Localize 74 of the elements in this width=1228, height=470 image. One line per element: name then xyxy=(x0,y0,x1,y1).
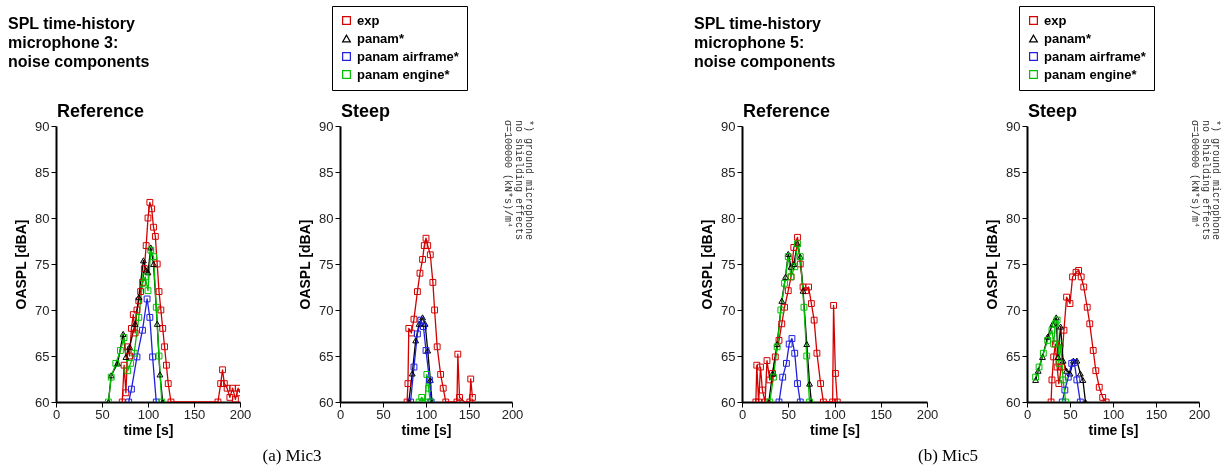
x-axis-title: time [s] xyxy=(123,421,174,438)
y-tick-label: 80 xyxy=(1006,210,1021,226)
y-tick-label: 60 xyxy=(319,394,334,410)
y-tick-label: 85 xyxy=(35,164,50,180)
y-tick-label: 90 xyxy=(721,118,736,134)
y-tick-label: 60 xyxy=(1006,394,1021,410)
x-tick-label: 200 xyxy=(916,406,939,422)
x-tick-label: 150 xyxy=(1145,406,1168,422)
x-tick-label: 200 xyxy=(501,406,524,422)
y-tick-label: 75 xyxy=(319,256,334,272)
y-tick-label: 70 xyxy=(1006,302,1021,318)
y-axis-title: OASPL [dBA] xyxy=(984,219,1001,310)
x-tick-label: 200 xyxy=(1188,406,1211,422)
x-tick-label: 50 xyxy=(781,406,796,422)
x-axis-title: time [s] xyxy=(401,421,452,438)
x-tick-label: 0 xyxy=(52,406,61,422)
legend-label: panam airframe* xyxy=(357,48,460,64)
y-axis-title: OASPL [dBA] xyxy=(13,219,30,310)
y-tick-label: 65 xyxy=(721,348,736,364)
y-tick-label: 80 xyxy=(319,210,334,226)
x-tick-label: 0 xyxy=(336,406,345,422)
y-tick-label: 65 xyxy=(319,348,334,364)
y-tick-label: 75 xyxy=(35,256,50,272)
y-tick-label: 75 xyxy=(1006,256,1021,272)
x-axis-title: time [s] xyxy=(1088,421,1139,438)
chart-title: Steep xyxy=(1028,101,1078,121)
x-tick-label: 100 xyxy=(824,406,846,422)
legend-label: panam engine* xyxy=(1044,66,1138,82)
text: (b) Mic5 xyxy=(918,446,978,465)
x-tick-label: 200 xyxy=(229,406,252,422)
y-tick-label: 60 xyxy=(721,394,736,410)
y-tick-label: 65 xyxy=(35,348,50,364)
chart-title: Reference xyxy=(57,101,145,121)
y-tick-label: 70 xyxy=(35,302,50,318)
x-tick-label: 50 xyxy=(1063,406,1078,422)
x-tick-label: 0 xyxy=(1023,406,1032,422)
y-tick-label: 90 xyxy=(319,118,334,134)
chart-title: Steep xyxy=(341,101,391,121)
x-tick-label: 100 xyxy=(137,406,160,422)
annotation: *) ground microphone no shielding effects σ=100000 (kN*s)/m⁴ xyxy=(1189,120,1221,241)
x-tick-label: 100 xyxy=(415,406,438,422)
x-tick-label: 0 xyxy=(738,406,747,422)
y-tick-label: 90 xyxy=(1006,118,1021,134)
legend-label: exp xyxy=(1044,12,1067,28)
y-tick-label: 85 xyxy=(1006,164,1021,180)
y-tick-label: 90 xyxy=(35,118,50,134)
y-tick-label: 80 xyxy=(35,210,50,226)
legend-label: exp xyxy=(357,12,380,28)
x-axis-title: time [s] xyxy=(810,421,860,438)
text: (a) Mic3 xyxy=(262,446,322,465)
y-tick-label: 70 xyxy=(721,302,736,318)
x-tick-label: 150 xyxy=(458,406,481,422)
x-tick-label: 150 xyxy=(183,406,206,422)
y-tick-label: 70 xyxy=(319,302,334,318)
legend-label: panam* xyxy=(1044,30,1092,46)
chart-title: Reference xyxy=(743,101,831,121)
y-tick-label: 85 xyxy=(319,164,334,180)
y-tick-label: 65 xyxy=(1006,348,1021,364)
y-axis-title: OASPL [dBA] xyxy=(297,219,314,310)
legend-label: panam airframe* xyxy=(1044,48,1147,64)
text: SPL time-history microphone 3: noise components xyxy=(8,15,150,70)
annotation: *) ground microphone no shielding effects σ=100000 (kN*s)/m⁴ xyxy=(502,120,534,241)
y-tick-label: 60 xyxy=(35,394,50,410)
y-tick-label: 85 xyxy=(721,164,736,180)
x-tick-label: 150 xyxy=(870,406,893,422)
y-axis-title: OASPL [dBA] xyxy=(699,219,716,310)
y-tick-label: 80 xyxy=(721,210,736,226)
x-tick-label: 100 xyxy=(1102,406,1125,422)
y-tick-label: 75 xyxy=(721,256,736,272)
text: SPL time-history microphone 5: noise components xyxy=(694,15,836,70)
legend-label: panam engine* xyxy=(357,66,451,82)
x-tick-label: 50 xyxy=(95,406,110,422)
legend-label: panam* xyxy=(357,30,405,46)
x-tick-label: 50 xyxy=(376,406,391,422)
